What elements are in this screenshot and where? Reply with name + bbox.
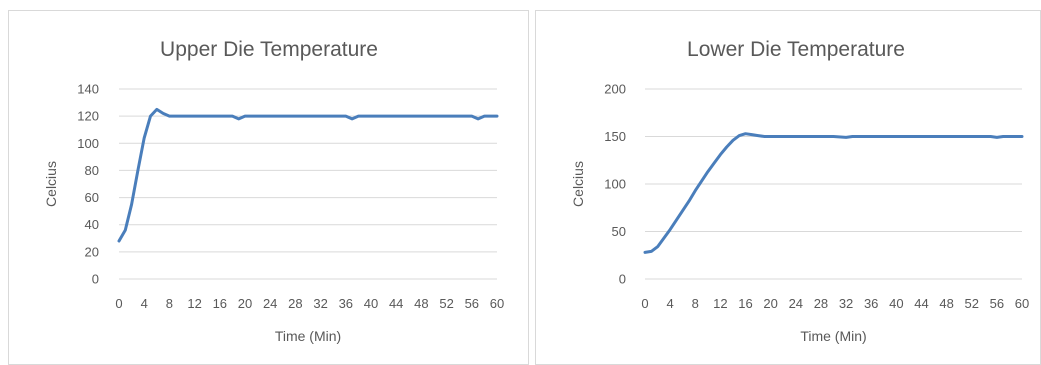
x-tick-label: 0 [641,296,648,311]
x-tick-label: 20 [238,296,252,311]
y-tick-label: 200 [604,82,626,97]
x-tick-label: 8 [166,296,173,311]
x-tick-label: 56 [990,296,1004,311]
x-tick-label: 40 [364,296,378,311]
x-tick-label: 16 [738,296,752,311]
x-tick-label: 48 [414,296,428,311]
x-tick-label: 32 [313,296,327,311]
y-tick-label: 80 [85,163,99,178]
x-tick-label: 24 [789,296,803,311]
x-tick-label: 36 [864,296,878,311]
x-tick-label: 52 [964,296,978,311]
chart-title: Lower Die Temperature [687,38,905,61]
x-tick-label: 56 [465,296,479,311]
x-tick-label: 32 [839,296,853,311]
x-tick-label: 12 [187,296,201,311]
x-tick-label: 28 [814,296,828,311]
series-line [643,132,1024,254]
y-tick-label: 100 [77,136,99,151]
upper-die-chart-svg: Upper Die Temperature 0 20 40 60 80 100 120 140 0… [43,38,504,344]
y-tick-label: 150 [604,129,626,144]
x-tick-label: 52 [439,296,453,311]
x-axis-label: Time (Min) [800,328,866,344]
y-tick-label: 40 [85,217,99,232]
x-tick-label: 60 [1015,296,1029,311]
y-tick-label: 20 [85,244,99,259]
x-tick-label: 36 [339,296,353,311]
y-axis-label: Celcius [570,161,586,207]
x-tick-label: 60 [490,296,504,311]
x-tick-label: 12 [713,296,727,311]
x-axis-label: Time (Min) [275,328,341,344]
y-tick-label: 140 [77,82,99,97]
x-tick-label: 48 [939,296,953,311]
y-tick-label: 100 [604,177,626,192]
x-tick-label: 4 [141,296,148,311]
chart-title: Upper Die Temperature [160,38,378,61]
x-tick-label: 16 [213,296,227,311]
y-axis-label: Celcius [43,161,59,207]
lower-die-temperature-chart: Lower Die Temperature 0 50 100 150 200 0 4 8 12 16… [535,10,1041,365]
y-tick-label: 120 [77,109,99,124]
x-tick-label: 40 [889,296,903,311]
x-tick-label: 44 [389,296,403,311]
series-line [117,107,499,243]
upper-die-temperature-chart: Upper Die Temperature 0 20 40 60 80 100 120 140 0… [8,10,529,365]
x-tick-label: 0 [115,296,122,311]
x-tick-label: 8 [692,296,699,311]
y-tick-label: 60 [85,190,99,205]
x-tick-label: 4 [667,296,674,311]
x-tick-label: 28 [288,296,302,311]
y-tick-label: 0 [619,272,626,287]
x-tick-label: 44 [914,296,928,311]
y-tick-label: 50 [612,224,626,239]
x-tick-label: 24 [263,296,277,311]
y-tick-label: 0 [92,272,99,287]
x-tick-label: 20 [763,296,777,311]
